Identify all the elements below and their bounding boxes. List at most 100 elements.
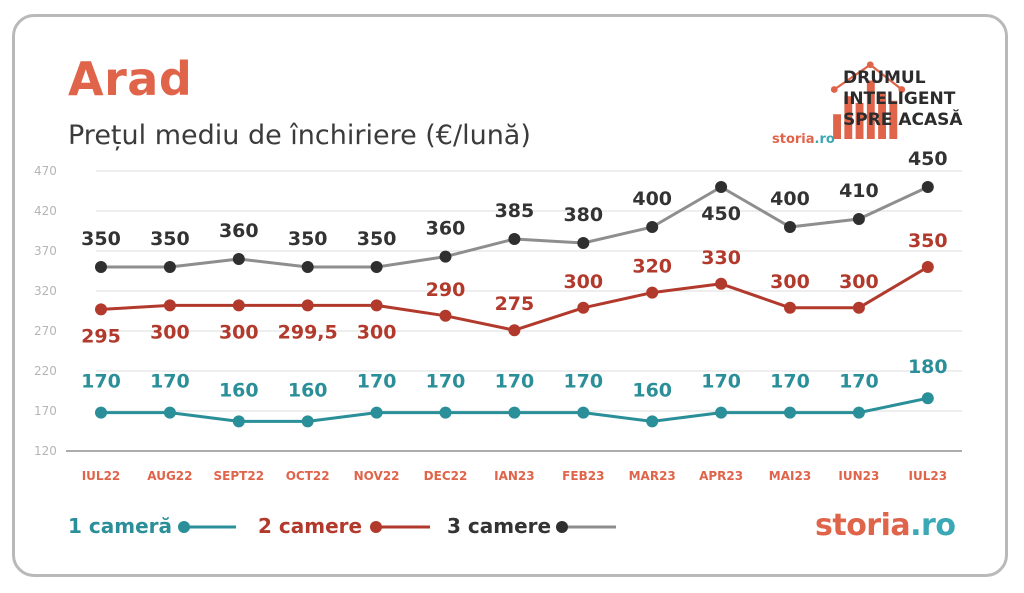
data-point bbox=[439, 406, 452, 419]
data-label: 300 bbox=[150, 321, 190, 343]
chart-title: Arad bbox=[68, 52, 193, 106]
chart-card bbox=[12, 14, 1008, 577]
house-chart-logo bbox=[830, 61, 906, 139]
x-tick-label: DEC22 bbox=[424, 469, 468, 483]
tagline-line-1: DRUMUL bbox=[843, 68, 926, 88]
data-point bbox=[370, 299, 383, 312]
data-label: 300 bbox=[770, 271, 810, 293]
data-point bbox=[370, 261, 383, 273]
data-point bbox=[232, 415, 245, 428]
y-tick-label: 320 bbox=[34, 284, 57, 298]
data-label: 350 bbox=[288, 228, 328, 250]
data-label: 170 bbox=[150, 371, 190, 393]
data-point bbox=[715, 406, 728, 419]
legend-marker-2 bbox=[370, 521, 382, 533]
x-tick-label: IUN23 bbox=[838, 469, 879, 483]
data-label: 400 bbox=[770, 188, 810, 210]
data-point bbox=[163, 299, 176, 312]
x-tick-label: IAN23 bbox=[494, 469, 535, 483]
data-label: 450 bbox=[908, 148, 948, 170]
data-point bbox=[95, 261, 107, 273]
tagline-line-2: INTELIGENT bbox=[843, 89, 956, 109]
x-tick-label: IUL22 bbox=[82, 469, 121, 483]
data-label: 180 bbox=[908, 356, 948, 378]
data-point bbox=[577, 301, 590, 314]
data-point bbox=[577, 406, 590, 419]
big-logo-main: storia bbox=[815, 508, 911, 543]
y-tick-label: 120 bbox=[34, 444, 57, 458]
legend-label-1: 1 cameră bbox=[68, 514, 172, 538]
data-label: 170 bbox=[426, 371, 466, 393]
data-label: 350 bbox=[150, 228, 190, 250]
data-point bbox=[508, 233, 521, 245]
data-point bbox=[163, 261, 176, 273]
data-label: 450 bbox=[701, 203, 741, 225]
data-label: 160 bbox=[288, 379, 328, 401]
data-label: 385 bbox=[495, 200, 535, 222]
data-point bbox=[646, 286, 659, 299]
data-point bbox=[852, 301, 865, 314]
x-tick-label: APR23 bbox=[699, 469, 743, 483]
data-label: 380 bbox=[563, 204, 603, 226]
chart-subtitle: Prețul mediu de închiriere (€/lună) bbox=[68, 120, 531, 151]
data-point bbox=[715, 181, 728, 193]
x-tick-label: OCT22 bbox=[286, 469, 330, 483]
data-point bbox=[439, 250, 452, 263]
data-point bbox=[921, 261, 934, 273]
data-point bbox=[646, 415, 659, 428]
data-point bbox=[301, 415, 314, 428]
data-label: 400 bbox=[632, 188, 672, 210]
data-point bbox=[921, 392, 934, 405]
legend-label-3: 3 camere bbox=[447, 514, 551, 538]
data-label: 350 bbox=[908, 230, 948, 252]
x-tick-label: FEB23 bbox=[562, 469, 604, 483]
data-label: 300 bbox=[839, 271, 879, 293]
data-point bbox=[232, 253, 245, 265]
data-label: 300 bbox=[219, 321, 259, 343]
x-tick-label: SEPT22 bbox=[214, 469, 265, 483]
data-point bbox=[95, 406, 107, 419]
data-label: 300 bbox=[357, 321, 397, 343]
x-tick-label: MAI23 bbox=[769, 469, 811, 483]
data-point bbox=[508, 406, 521, 419]
data-point bbox=[715, 277, 728, 290]
data-point bbox=[370, 406, 383, 419]
data-point bbox=[852, 213, 865, 225]
data-label: 160 bbox=[632, 379, 672, 401]
data-point bbox=[646, 221, 659, 233]
data-label: 350 bbox=[357, 228, 397, 250]
data-label: 160 bbox=[219, 379, 259, 401]
data-point bbox=[163, 406, 176, 419]
x-tick-label: AUG22 bbox=[147, 469, 192, 483]
legend-marker-3 bbox=[556, 521, 568, 533]
x-tick-label: MAR23 bbox=[629, 469, 676, 483]
data-point bbox=[439, 309, 452, 322]
data-point bbox=[95, 303, 107, 316]
data-label: 320 bbox=[632, 256, 672, 278]
data-point bbox=[784, 301, 796, 314]
x-tick-label: IUL23 bbox=[909, 469, 948, 483]
y-tick-label: 220 bbox=[34, 364, 57, 378]
data-label: 275 bbox=[495, 293, 535, 315]
data-label: 170 bbox=[839, 371, 879, 393]
y-tick-label: 420 bbox=[34, 204, 57, 218]
data-point bbox=[784, 406, 796, 419]
data-point bbox=[508, 324, 521, 337]
data-point bbox=[301, 261, 314, 273]
y-tick-label: 470 bbox=[34, 164, 57, 178]
y-tick-label: 170 bbox=[34, 404, 57, 418]
data-label: 290 bbox=[426, 279, 466, 301]
data-label: 299,5 bbox=[278, 321, 338, 343]
small-logo-main: storia bbox=[772, 132, 815, 147]
data-point bbox=[301, 299, 314, 312]
big-logo-domain: .ro bbox=[910, 508, 956, 543]
data-label: 360 bbox=[219, 220, 259, 242]
data-label: 170 bbox=[357, 371, 397, 393]
tagline-line-3: SPRE ACASĂ bbox=[843, 110, 963, 130]
data-label: 295 bbox=[81, 325, 121, 347]
data-label: 170 bbox=[495, 371, 535, 393]
y-tick-label: 370 bbox=[34, 244, 57, 258]
legend-label-2: 2 camere bbox=[258, 514, 362, 538]
storia-logo[interactable]: storia.ro bbox=[815, 508, 956, 543]
